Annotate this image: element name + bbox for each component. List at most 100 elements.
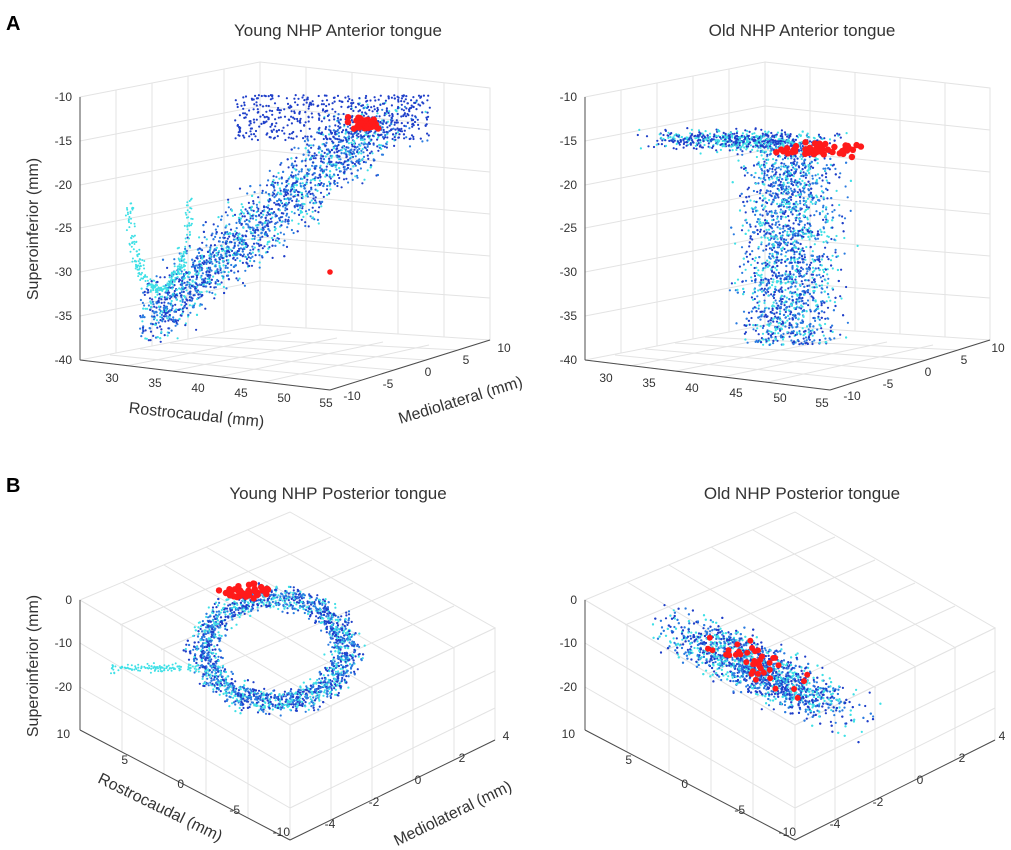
data-point	[363, 138, 366, 141]
data-point	[359, 130, 362, 133]
data-point	[241, 238, 244, 242]
data-point	[184, 251, 187, 254]
data-point	[742, 165, 746, 168]
data-point	[226, 232, 229, 236]
data-point	[314, 188, 317, 191]
data-point	[772, 278, 775, 281]
data-point	[782, 332, 785, 335]
data-point	[235, 277, 238, 280]
data-point	[182, 274, 185, 278]
data-point	[329, 177, 332, 180]
data-point	[799, 202, 802, 205]
data-point	[186, 224, 189, 227]
data-point	[265, 219, 268, 222]
data-point	[790, 164, 794, 167]
data-point	[165, 312, 168, 315]
data-point	[275, 175, 278, 178]
data-point	[336, 128, 339, 132]
data-point	[306, 173, 309, 176]
data-point	[749, 225, 752, 228]
data-point	[145, 337, 148, 340]
data-point	[283, 195, 286, 198]
data-point	[807, 164, 810, 167]
data-point	[189, 293, 192, 296]
data-point	[133, 243, 136, 245]
data-point	[372, 158, 375, 161]
data-point	[205, 238, 208, 241]
data-point	[270, 207, 273, 211]
data-point	[773, 184, 776, 187]
data-point	[742, 290, 746, 294]
data-point	[321, 109, 324, 112]
data-point	[752, 328, 755, 331]
data-point	[757, 163, 761, 166]
data-point	[268, 198, 271, 201]
data-point	[831, 226, 834, 229]
data-point	[798, 313, 801, 316]
data-point	[198, 263, 201, 266]
data-point	[392, 127, 395, 130]
data-point	[205, 285, 208, 288]
data-point	[366, 145, 369, 148]
data-point	[353, 148, 356, 151]
data-point	[205, 267, 209, 270]
data-point	[824, 169, 827, 172]
ztick: -35	[55, 309, 73, 323]
data-point	[214, 265, 217, 268]
data-point	[149, 308, 152, 311]
data-point	[777, 332, 780, 335]
data-point	[248, 109, 251, 112]
data-point	[765, 292, 768, 295]
data-point	[329, 154, 332, 157]
data-point	[381, 102, 385, 105]
data-point	[362, 155, 366, 158]
data-point	[147, 304, 150, 307]
data-point	[277, 95, 280, 98]
data-point	[314, 199, 317, 202]
data-point	[760, 167, 763, 171]
data-point	[768, 167, 772, 170]
data-point	[346, 100, 350, 103]
data-point	[215, 232, 218, 235]
data-point	[317, 211, 320, 214]
data-point	[339, 170, 342, 173]
data-point	[342, 178, 346, 181]
data-point	[271, 182, 274, 185]
data-point	[742, 263, 746, 266]
plot-title-old-anterior: Old NHP Anterior tongue	[709, 21, 896, 40]
data-point	[310, 112, 313, 115]
data-point	[794, 314, 797, 317]
data-point	[240, 211, 244, 214]
data-point	[285, 189, 288, 192]
data-point	[293, 212, 296, 215]
data-point	[245, 257, 249, 261]
data-point	[198, 247, 201, 250]
data-point	[771, 223, 774, 226]
data-point	[805, 263, 809, 266]
data-point	[164, 320, 167, 323]
data-point	[280, 220, 283, 223]
data-point	[803, 340, 806, 343]
data-point	[754, 225, 757, 228]
data-point	[381, 144, 385, 147]
data-point	[766, 201, 769, 205]
data-point	[237, 244, 240, 247]
data-point	[215, 246, 218, 249]
data-point	[329, 170, 332, 173]
data-point	[388, 114, 391, 117]
data-point	[258, 214, 261, 217]
data-point	[845, 285, 848, 289]
data-point	[188, 237, 190, 240]
data-point	[310, 146, 313, 149]
data-point	[777, 166, 780, 169]
data-point	[188, 231, 191, 233]
data-point	[271, 256, 274, 259]
data-point	[283, 255, 286, 258]
data-point	[173, 270, 176, 273]
data-point	[172, 292, 175, 295]
data-point	[155, 311, 158, 314]
data-point	[290, 188, 293, 191]
data-point	[249, 249, 252, 252]
data-point	[411, 125, 414, 128]
data-point	[342, 139, 345, 142]
